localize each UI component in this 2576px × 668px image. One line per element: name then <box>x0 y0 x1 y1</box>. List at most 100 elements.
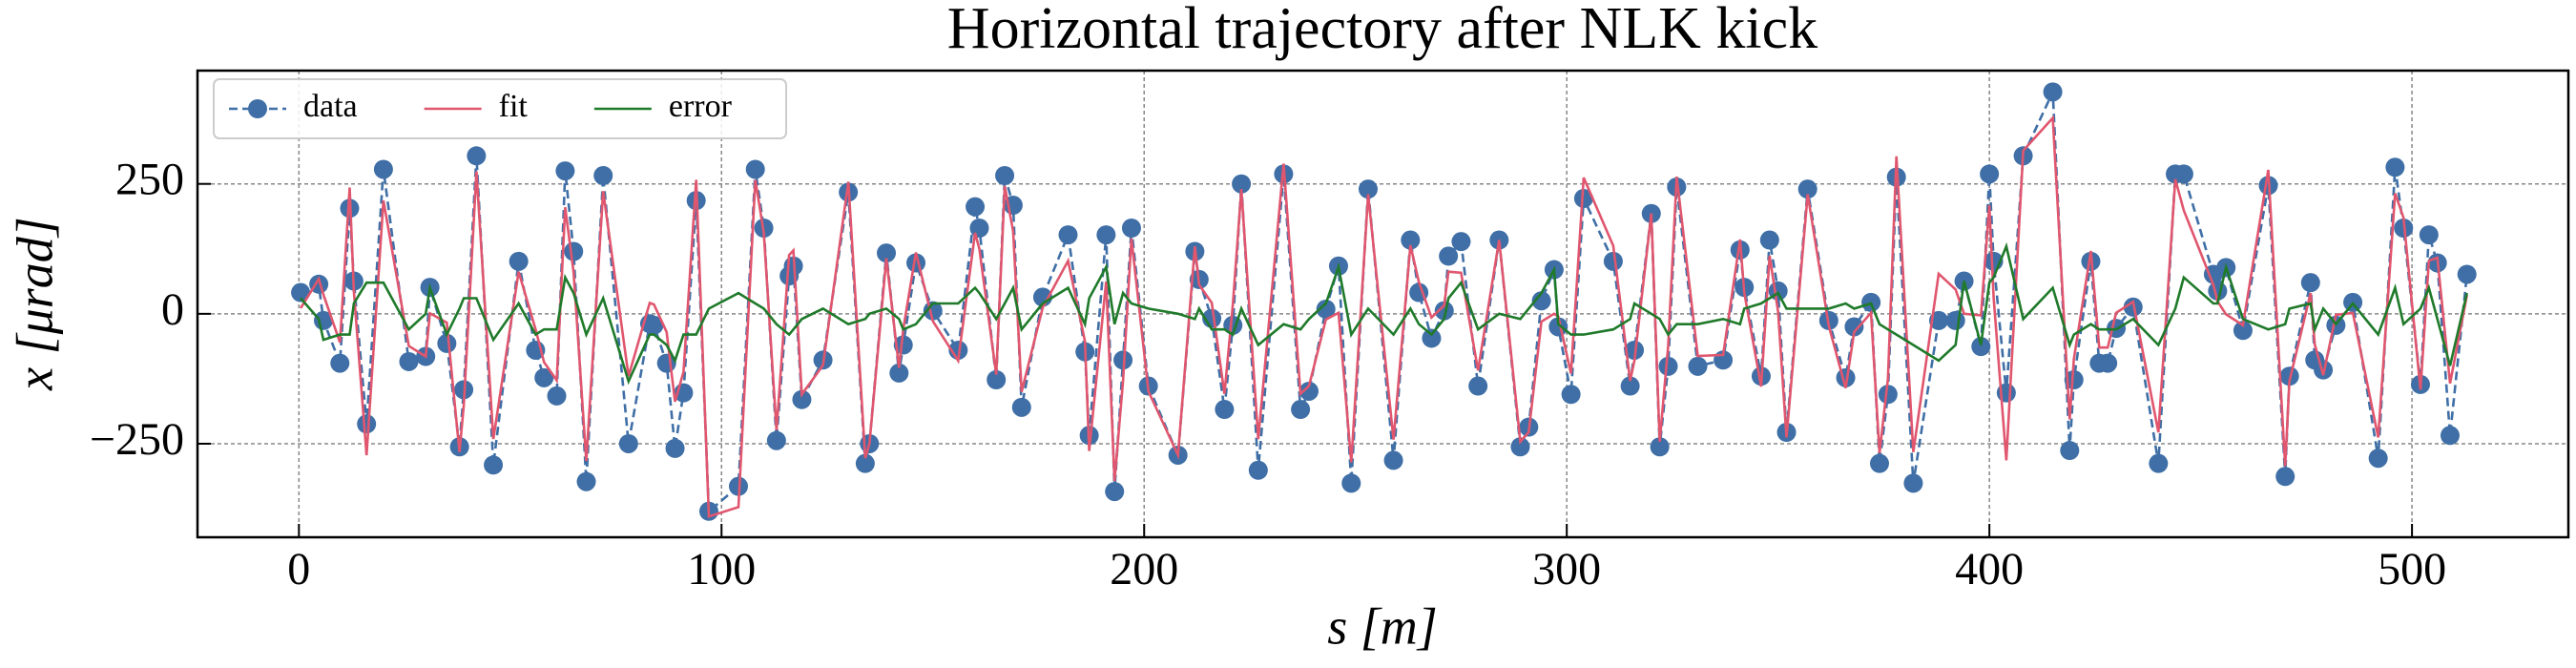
data-point <box>330 353 350 373</box>
y-tick-label: 250 <box>115 155 184 205</box>
data-point <box>1903 473 1923 493</box>
chart-title: Horizontal trajectory after NLK kick <box>947 0 1818 61</box>
x-tick-label: 500 <box>2378 544 2446 595</box>
data-point <box>665 438 685 458</box>
legend-marker <box>248 99 267 118</box>
data-point <box>2233 321 2253 341</box>
data-point <box>1561 385 1581 405</box>
x-tick-label: 100 <box>687 544 756 595</box>
data-point <box>484 455 504 475</box>
data-point <box>2385 157 2405 177</box>
data-point <box>2098 353 2118 373</box>
data-point <box>995 165 1015 185</box>
legend-label: error <box>669 89 733 124</box>
data-point <box>467 146 487 166</box>
data-point <box>1548 317 1568 337</box>
data-point <box>1121 218 1141 238</box>
data-point <box>1468 376 1488 396</box>
y-tick-label: −250 <box>90 414 184 465</box>
data-point <box>766 430 786 450</box>
data-point <box>1658 356 1678 376</box>
y-tick-label: 0 <box>161 284 184 335</box>
data-point <box>1215 400 1235 420</box>
data-point <box>1945 310 1965 330</box>
data-point <box>1096 225 1116 245</box>
data-point <box>314 310 334 330</box>
data-point <box>1759 230 1779 250</box>
data-point <box>855 453 875 473</box>
data-point <box>889 363 909 383</box>
data-point <box>1113 350 1133 370</box>
data-point <box>2060 441 2080 461</box>
data-point <box>1105 482 1125 502</box>
data-point <box>1383 450 1403 470</box>
data-point <box>618 433 638 453</box>
data-point <box>2275 467 2296 487</box>
data-point <box>2064 370 2084 390</box>
plot-frame <box>196 69 2570 539</box>
data-point <box>2368 449 2388 469</box>
data-point <box>987 370 1007 390</box>
x-axis-label: s [m] <box>1327 597 1438 655</box>
x-tick-label: 300 <box>1532 544 1601 595</box>
data-point <box>1451 232 1471 252</box>
data-point <box>1011 397 1031 417</box>
data-point <box>576 471 596 491</box>
data-point <box>969 218 989 238</box>
data-point <box>1531 291 1551 311</box>
y-axis-label: x [μrad] <box>6 217 63 391</box>
data-point <box>893 335 913 355</box>
data-point <box>1650 437 1670 457</box>
data-point <box>745 159 765 179</box>
legend-box <box>213 78 787 139</box>
data-point <box>555 161 575 181</box>
legend-label: fit <box>499 89 529 124</box>
x-tick-label: 400 <box>1955 544 2024 595</box>
data-point <box>2149 453 2169 473</box>
data-point <box>509 251 529 271</box>
data-point <box>877 243 897 263</box>
data-point <box>1869 453 1889 473</box>
data-point <box>1688 356 1708 376</box>
data-point <box>2440 426 2460 446</box>
data-point <box>373 159 393 179</box>
data-point <box>2457 264 2477 284</box>
data-point <box>1797 179 1818 199</box>
data-point <box>1422 328 1442 348</box>
data-point <box>1058 225 1078 245</box>
data-point <box>2173 164 2193 184</box>
data-point <box>1248 460 1268 480</box>
series-line <box>300 241 2468 386</box>
data-point <box>1878 385 1898 405</box>
data-point <box>1510 437 1530 457</box>
data-point <box>1298 381 1319 401</box>
data-point <box>1358 179 1378 199</box>
data-point <box>1232 174 1252 194</box>
data-point <box>399 351 419 371</box>
data-point <box>437 333 457 353</box>
data-point <box>357 414 377 434</box>
data-point <box>644 315 664 335</box>
data-point <box>1980 164 2000 184</box>
data-point <box>1844 317 1864 337</box>
data-point <box>1439 246 1459 266</box>
data-point <box>1291 400 1311 420</box>
data-point <box>1401 230 1421 250</box>
data-point <box>1603 251 1623 271</box>
x-tick-label: 0 <box>287 544 310 595</box>
data-point <box>2043 82 2063 102</box>
data-point <box>2300 273 2320 293</box>
data-point <box>1971 337 1991 357</box>
data-point <box>564 241 584 261</box>
x-tick-label: 200 <box>1110 544 1178 595</box>
data-point <box>1341 473 1361 493</box>
legend-label: data <box>303 89 358 124</box>
data-point <box>792 389 812 409</box>
data-point <box>593 165 613 185</box>
data-point <box>1316 299 1336 319</box>
series-line <box>299 115 2468 518</box>
data-point <box>966 197 986 217</box>
data-point <box>1573 188 1593 208</box>
